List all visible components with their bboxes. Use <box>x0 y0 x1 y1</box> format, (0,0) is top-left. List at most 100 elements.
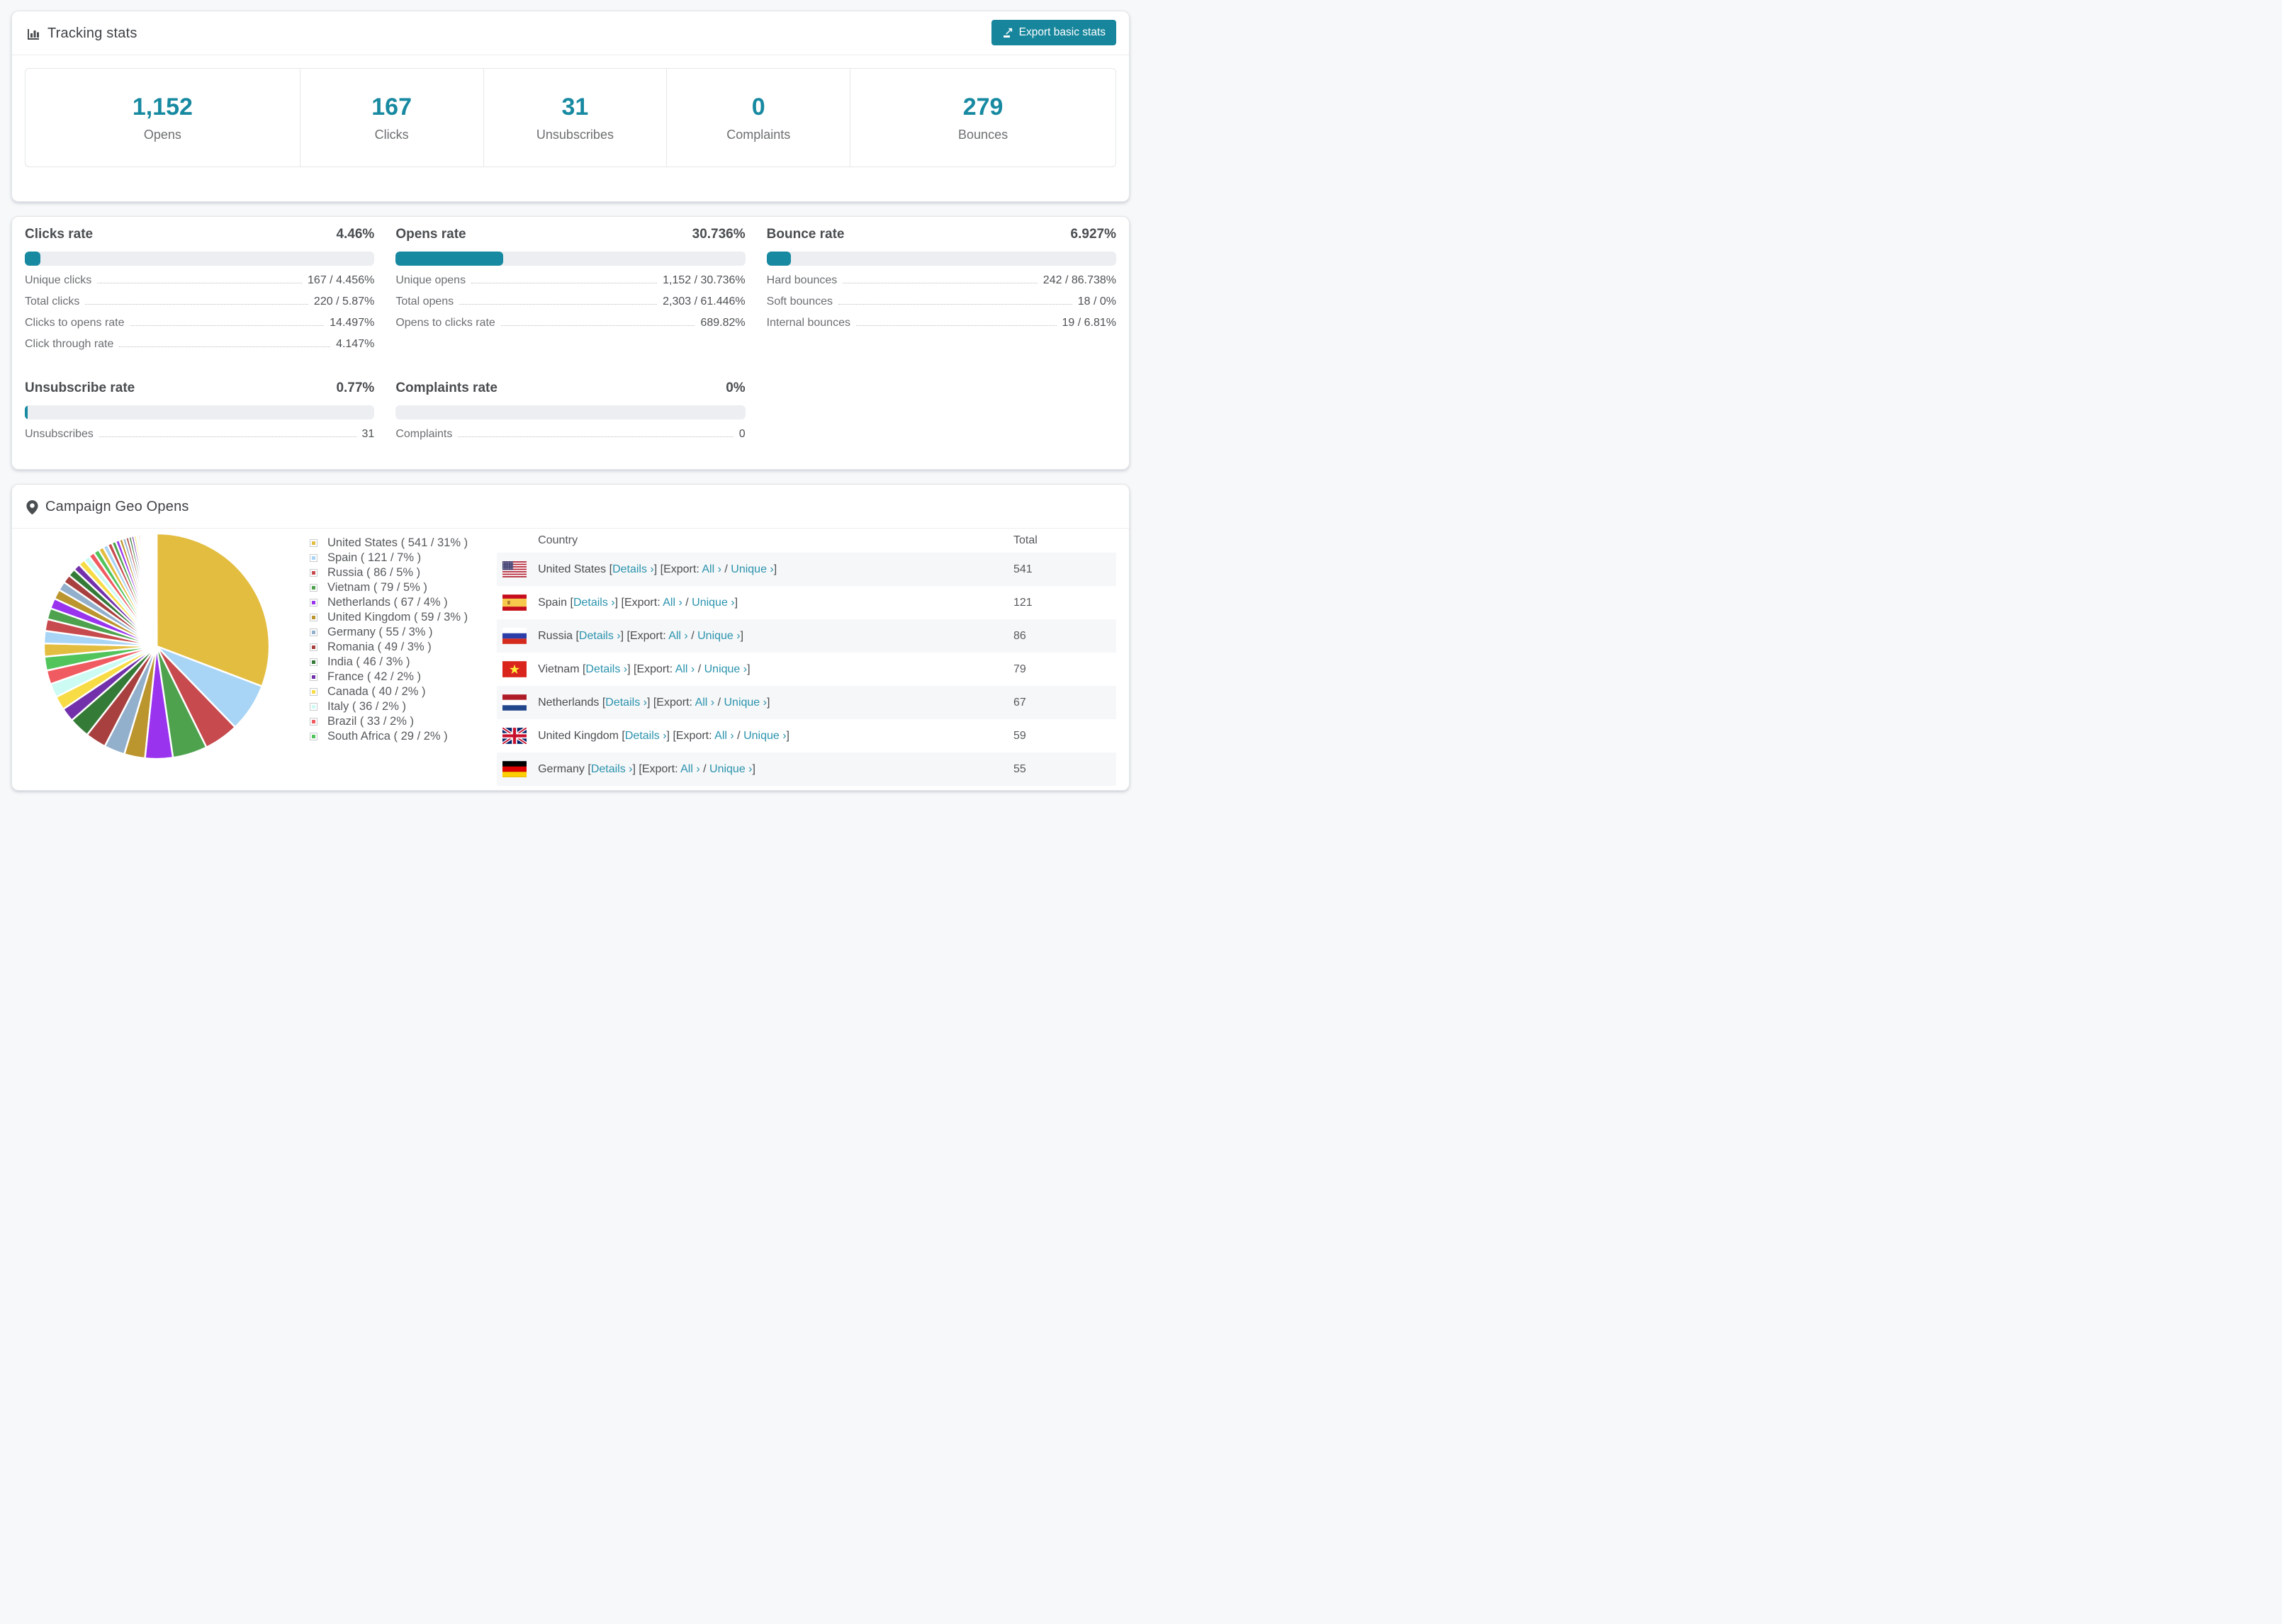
export-unique-link[interactable]: Unique › <box>709 762 753 775</box>
export-unique-link[interactable]: Unique › <box>704 662 748 675</box>
details-link[interactable]: Details › <box>585 662 628 675</box>
export-unique-link[interactable]: Unique › <box>743 729 787 742</box>
country-flag-icon <box>502 594 527 611</box>
summary-stat-cell: 1,152 Opens <box>26 69 300 167</box>
export-icon <box>1002 27 1013 38</box>
details-link[interactable]: Details › <box>612 563 654 575</box>
export-all-link[interactable]: All › <box>663 596 682 609</box>
dotted-leader <box>130 325 325 326</box>
rate-detail-value: 167 / 4.456% <box>308 274 375 286</box>
rate-detail-value: 1,152 / 30.736% <box>663 274 746 286</box>
export-all-link[interactable]: All › <box>680 762 700 775</box>
geo-opens-pie-chart <box>43 532 271 760</box>
rate-detail-row: Unique opens 1,152 / 30.736% <box>395 274 745 287</box>
geo-table-row: Netherlands [Details ›] [Export: All › /… <box>497 686 1116 719</box>
rate-detail-value: 2,303 / 61.446% <box>663 295 746 308</box>
rate-percent: 30.736% <box>692 227 746 242</box>
rate-detail-label: Opens to clicks rate <box>395 317 495 329</box>
geo-legend: United States ( 541 / 31% ) Spain ( 121 … <box>310 536 468 744</box>
country-total: 79 <box>1013 662 1026 675</box>
legend-color-swatch <box>310 599 317 607</box>
bounce-rate-block: Bounce rate 6.927% Hard bounces 242 / 86… <box>766 227 1116 351</box>
details-link[interactable]: Details › <box>590 762 633 775</box>
pie-slice <box>155 532 271 688</box>
country-total: 541 <box>1013 563 1033 575</box>
legend-color-swatch <box>310 673 317 681</box>
dotted-leader <box>459 304 658 305</box>
legend-item: Canada ( 40 / 2% ) <box>310 684 468 699</box>
rate-detail-row: Unique clicks 167 / 4.456% <box>25 274 374 287</box>
export-unique-link[interactable]: Unique › <box>692 596 735 609</box>
rate-detail-row: Opens to clicks rate 689.82% <box>395 317 745 329</box>
export-unique-link[interactable]: Unique › <box>724 696 767 709</box>
rate-title: Bounce rate <box>766 227 845 242</box>
legend-color-swatch <box>310 584 317 592</box>
stat-value: 1,152 <box>132 93 193 120</box>
legend-color-swatch <box>310 628 317 636</box>
legend-item: France ( 42 / 2% ) <box>310 670 468 684</box>
column-header-total: Total <box>1013 534 1038 546</box>
rate-detail-row: Total opens 2,303 / 61.446% <box>395 295 745 308</box>
country-name: Netherlands <box>538 696 602 709</box>
export-all-link[interactable]: All › <box>714 729 734 742</box>
geo-table-header: Country Total <box>497 529 1116 553</box>
details-link[interactable]: Details › <box>624 729 667 742</box>
export-all-link[interactable]: All › <box>675 662 695 675</box>
export-all-link[interactable]: All › <box>668 629 688 642</box>
rate-title: Unsubscribe rate <box>25 380 135 395</box>
rate-detail-value: 18 / 0% <box>1077 295 1116 308</box>
opens-rate-block: Opens rate 30.736% Unique opens 1,152 / … <box>395 227 746 351</box>
country-name: Russia <box>538 629 576 642</box>
geo-table-row: Germany [Details ›] [Export: All › / Uni… <box>497 752 1116 786</box>
tracking-stats-card: Tracking stats Export basic stats 1,152 … <box>11 11 1130 202</box>
legend-item: Italy ( 36 / 2% ) <box>310 699 468 714</box>
stat-label: Bounces <box>958 127 1008 142</box>
rate-percent: 0.77% <box>336 380 375 395</box>
details-link[interactable]: Details › <box>573 596 615 609</box>
geo-table-row: United States [Details ›] [Export: All ›… <box>497 553 1116 586</box>
rate-detail-label: Total clicks <box>25 295 80 308</box>
geo-title: Campaign Geo Opens <box>45 499 189 514</box>
details-link[interactable]: Details › <box>605 696 647 709</box>
summary-stats: 1,152 Opens 167 Clicks 31 Unsubscribes 0… <box>25 68 1116 167</box>
rate-detail-row: Internal bounces 19 / 6.81% <box>767 317 1116 329</box>
country-total: 67 <box>1013 696 1026 709</box>
country-total: 55 <box>1013 762 1026 775</box>
summary-stat-cell: 167 Clicks <box>300 69 484 167</box>
rates-card: Clicks rate 4.46% Unique clicks 167 / 4.… <box>11 216 1130 470</box>
country-name: United States <box>538 563 609 575</box>
geo-table-row: Russia [Details ›] [Export: All › / Uniq… <box>497 619 1116 653</box>
stat-label: Complaints <box>726 127 791 142</box>
export-all-link[interactable]: All › <box>695 696 715 709</box>
complaints-rate-block: Complaints rate 0% Complaints 0 <box>395 380 746 441</box>
rate-detail-label: Clicks to opens rate <box>25 317 125 329</box>
bar-chart-icon <box>26 27 40 41</box>
rate-detail-value: 4.147% <box>336 338 375 350</box>
country-total: 121 <box>1013 596 1033 609</box>
country-name: Spain <box>538 596 570 609</box>
legend-label: Canada ( 40 / 2% ) <box>327 685 426 698</box>
legend-color-swatch <box>310 718 317 726</box>
rate-detail-label: Soft bounces <box>766 295 833 308</box>
rate-detail-row: Complaints 0 <box>395 428 745 441</box>
export-unique-link[interactable]: Unique › <box>731 563 774 575</box>
rate-detail-row: Clicks to opens rate 14.497% <box>25 317 374 329</box>
geo-body: United States ( 541 / 31% ) Spain ( 121 … <box>12 529 1129 786</box>
export-all-link[interactable]: All › <box>702 563 721 575</box>
summary-stat-cell: 31 Unsubscribes <box>484 69 668 167</box>
details-link[interactable]: Details › <box>578 629 621 642</box>
export-unique-link[interactable]: Unique › <box>697 629 741 642</box>
legend-color-swatch <box>310 688 317 696</box>
export-basic-stats-button[interactable]: Export basic stats <box>991 20 1116 45</box>
rate-detail-label: Click through rate <box>25 338 114 350</box>
legend-label: Spain ( 121 / 7% ) <box>327 551 422 564</box>
rate-percent: 0% <box>726 380 746 395</box>
rate-detail-label: Unique clicks <box>25 274 92 286</box>
dotted-leader <box>119 346 331 347</box>
legend-item: Vietnam ( 79 / 5% ) <box>310 580 468 595</box>
legend-color-swatch <box>310 554 317 562</box>
dotted-leader <box>85 304 308 305</box>
legend-item: United States ( 541 / 31% ) <box>310 536 468 551</box>
country-name: Germany <box>538 762 588 775</box>
country-flag-icon <box>502 628 527 644</box>
